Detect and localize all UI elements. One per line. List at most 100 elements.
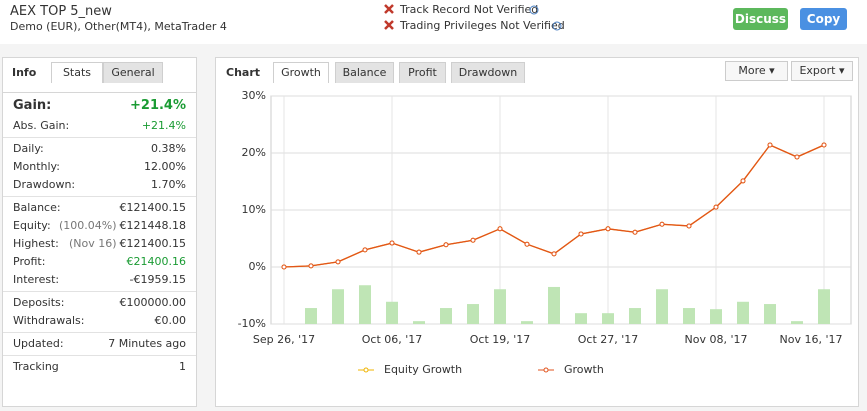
stats-group: Daily: 0.38% Monthly: 12.00% Drawdown: 1.70% — [3, 138, 196, 197]
stats-row: Highest: (Nov 16) €121400.15 — [3, 235, 196, 253]
x-tick-label: Oct 19, '17 — [470, 333, 531, 346]
legend-label: Growth — [564, 363, 604, 376]
account-subtitle: Demo (EUR), Other(MT4), MetaTrader 4 — [10, 20, 227, 33]
info-panel: Info Stats General Gain: +21.4% Abs. Gain:… — [2, 57, 197, 407]
stats-value-wrap: (100.04%) €121448.18 — [59, 217, 186, 235]
bar — [629, 308, 641, 324]
point — [497, 226, 503, 232]
point — [659, 221, 665, 227]
chart-panel: Chart Growth Balance Profit Drawdown Mor… — [215, 57, 859, 407]
stats-value-wrap: 7 Minutes ago — [108, 335, 186, 353]
stats-value-wrap: (Nov 16) €121400.15 — [69, 235, 186, 253]
stats-row: Updated: 7 Minutes ago — [3, 335, 196, 353]
chart-tab[interactable]: Balance — [335, 62, 394, 83]
bar — [467, 304, 479, 324]
point — [281, 264, 287, 270]
stats-row: Drawdown: 1.70% — [3, 176, 196, 194]
bar — [386, 301, 398, 324]
bar — [737, 301, 749, 324]
x-tick-label: Oct 27, '17 — [578, 333, 639, 346]
bar — [602, 313, 614, 324]
stats-row: Equity: (100.04%) €121448.18 — [3, 217, 196, 235]
stats-row: Balance: €121400.15 — [3, 199, 196, 217]
legend-marker — [543, 367, 549, 373]
stats-row: Daily: 0.38% — [3, 140, 196, 158]
point — [416, 249, 422, 255]
stats-value: €0.00 — [154, 314, 187, 327]
stats-group: Updated: 7 Minutes ago — [3, 333, 196, 356]
point — [740, 178, 746, 184]
bar — [521, 321, 533, 324]
stats-value: €121400.15 — [119, 201, 186, 214]
stats-label: Daily: — [13, 142, 44, 155]
copy-button[interactable]: Copy — [800, 8, 847, 30]
stats-value-wrap: +21.4% — [142, 117, 186, 135]
stats-list: Gain: +21.4% Abs. Gain: +21.4% Daily: 0.38% Mo… — [3, 92, 196, 378]
stats-value-wrap: 12.00% — [144, 158, 186, 176]
more-button[interactable]: More ▾ — [725, 61, 788, 81]
discuss-button[interactable]: Discuss — [733, 8, 788, 30]
stats-tab[interactable]: Stats — [51, 62, 103, 83]
x-tick-label: Nov 08, '17 — [685, 333, 748, 346]
chart-tab[interactable]: Growth — [273, 62, 329, 83]
stats-label: Tracking — [13, 360, 59, 373]
stats-group: Tracking 1 — [3, 356, 196, 378]
stats-value-wrap: €0.00 — [155, 312, 187, 330]
y-tick-label: 10% — [242, 203, 266, 216]
bar — [332, 289, 344, 324]
bar — [764, 304, 776, 324]
stats-value: €21400.16 — [126, 255, 187, 268]
bar — [413, 321, 425, 324]
export-label: Export — [799, 64, 836, 77]
account-title: AEX TOP 5_new — [10, 4, 112, 19]
stats-label: Interest: — [13, 273, 60, 286]
bar — [656, 289, 668, 324]
stats-label: Highest: — [13, 237, 59, 250]
warning: Track Record Not Verified — [400, 3, 539, 16]
stats-value: 0.38% — [151, 142, 186, 155]
stats-label: Updated: — [13, 337, 64, 350]
point — [308, 263, 314, 269]
stats-value-wrap: €100000.00 — [120, 294, 186, 312]
stats-note: (Nov 16) — [68, 237, 117, 250]
bar — [683, 308, 695, 324]
stats-row: Tracking 1 — [3, 358, 196, 376]
stats-label: Balance: — [13, 201, 61, 214]
stats-value: 7 Minutes ago — [108, 337, 186, 350]
stats-value: 1.70% — [151, 178, 186, 191]
stats-value-wrap: €21400.16 — [127, 253, 187, 271]
chart-tab[interactable]: Drawdown — [451, 62, 525, 83]
warning-icons — [384, 4, 394, 30]
stats-value: -€1959.15 — [129, 273, 186, 286]
bar — [494, 289, 506, 324]
bar — [548, 286, 560, 324]
stats-label: Drawdown: — [13, 178, 76, 191]
legend-label: Equity Growth — [384, 363, 462, 376]
chart-tab[interactable]: Profit — [399, 62, 446, 83]
point — [524, 241, 530, 247]
help-icons[interactable] — [528, 5, 568, 35]
stats-label: Deposits: — [13, 296, 65, 309]
point — [470, 237, 476, 243]
x-tick-label: Oct 06, '17 — [362, 333, 423, 346]
warning: Trading Privileges Not Verified — [400, 19, 565, 32]
stats-row: Gain: +21.4% — [3, 95, 196, 117]
point — [605, 226, 611, 232]
point — [443, 242, 449, 248]
stats-value-wrap: -€1959.15 — [130, 271, 186, 289]
bar — [710, 309, 722, 324]
bar — [305, 308, 317, 324]
x-tick-label: Nov 16, '17 — [780, 333, 843, 346]
stats-note: (100.04%) — [58, 219, 117, 232]
stats-group: Deposits: €100000.00 Withdrawals: €0.00 — [3, 292, 196, 333]
export-button[interactable]: Export ▾ — [791, 61, 853, 81]
stats-row: Interest: -€1959.15 — [3, 271, 196, 289]
bar — [359, 285, 371, 324]
point — [632, 229, 638, 235]
general-tab[interactable]: General — [103, 62, 163, 83]
stats-label: Gain: — [13, 98, 52, 113]
stats-value-wrap: +21.4% — [130, 95, 186, 117]
point — [362, 247, 368, 253]
y-tick-label: 0% — [249, 260, 266, 273]
